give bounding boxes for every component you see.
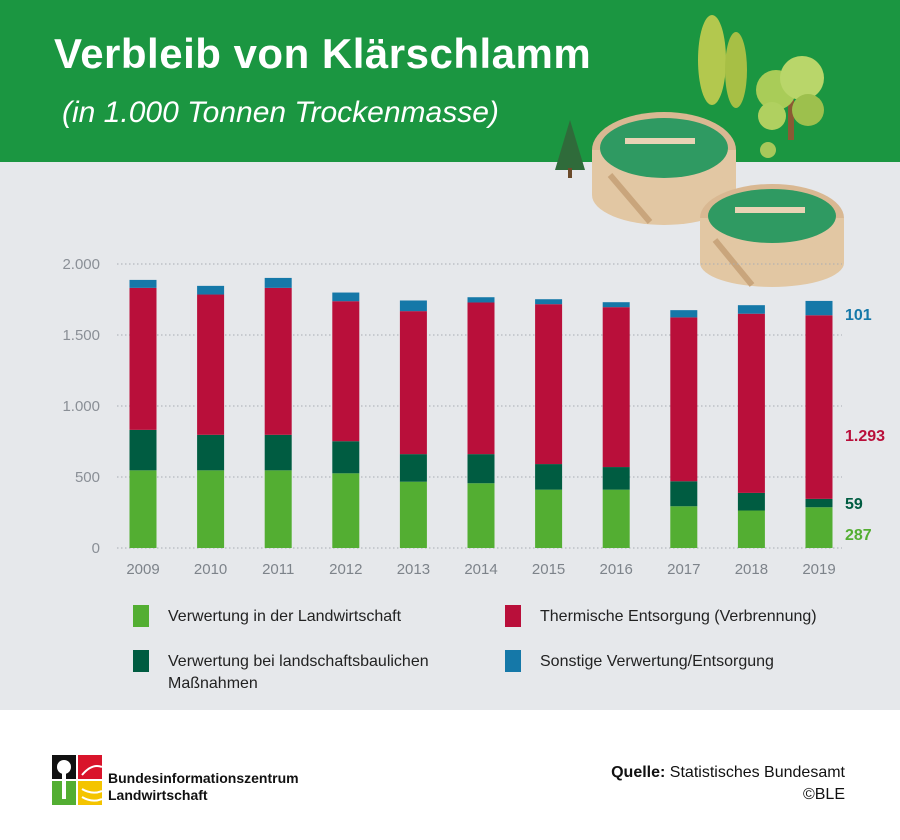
bar-segment-2013-3 — [399, 300, 427, 312]
legend-label-incineration: Thermische Entsorgung (Verbrennung) — [540, 608, 817, 625]
bar-segment-2010-1 — [197, 434, 225, 471]
bar-segment-2019-2 — [805, 315, 833, 499]
bar-segment-2014-1 — [467, 454, 495, 484]
legend-swatch-incineration — [505, 605, 521, 627]
bar-segment-2015-3 — [535, 299, 563, 305]
bar-segment-2009-0 — [129, 470, 157, 548]
bar-segment-2019-3 — [805, 300, 833, 316]
source-label: Quelle: — [611, 764, 666, 781]
bar-segment-2015-1 — [535, 464, 563, 490]
bar-segment-2016-2 — [602, 307, 630, 468]
x-tick-label: 2012 — [329, 561, 362, 578]
y-tick-label: 1.500 — [62, 327, 100, 344]
y-tick-label: 1.000 — [62, 398, 100, 415]
x-tick-label: 2019 — [802, 561, 835, 578]
x-tick-label: 2011 — [262, 561, 294, 578]
bar-segment-2016-3 — [602, 302, 630, 308]
bar-segment-2009-3 — [129, 279, 157, 288]
source-value: Statistisches Bundesamt — [669, 764, 845, 781]
header-banner: Verbleib von Klärschlamm (in 1.000 Tonne… — [0, 0, 900, 162]
bar-segment-2011-0 — [264, 470, 292, 548]
x-tick-label: 2018 — [735, 561, 768, 578]
copyright: ©BLE — [802, 786, 845, 803]
bar-segment-2012-3 — [332, 292, 360, 302]
bar-segment-2013-1 — [399, 454, 427, 482]
label-agriculture-2019: 287 — [845, 527, 872, 544]
bar-segment-2017-1 — [670, 481, 698, 507]
org-line-1: Bundesinformationszentrum — [108, 770, 299, 786]
bar-segment-2009-2 — [129, 287, 157, 430]
bar-segment-2018-1 — [737, 492, 765, 511]
bar-segment-2016-0 — [602, 489, 630, 548]
bar-segment-2012-2 — [332, 301, 360, 442]
page-subtitle: (in 1.000 Tonnen Trockenmasse) — [62, 96, 499, 129]
x-tick-label: 2014 — [464, 561, 497, 578]
bar-segment-2014-2 — [467, 302, 495, 455]
x-tick-label: 2009 — [126, 561, 159, 578]
bar-segment-2016-1 — [602, 467, 630, 490]
x-tick-label: 2010 — [194, 561, 227, 578]
x-tick-label: 2015 — [532, 561, 565, 578]
legend-label-agriculture: Verwertung in der Landwirtschaft — [168, 608, 402, 625]
bar-segment-2018-2 — [737, 313, 765, 493]
bar-segment-2015-2 — [535, 304, 563, 465]
organization-name: Bundesinformationszentrum Landwirtschaft — [108, 770, 299, 804]
ble-logo — [52, 755, 102, 805]
bar-segment-2014-3 — [467, 297, 495, 303]
bar-segment-2011-1 — [264, 434, 292, 471]
legend-label-other: Sonstige Verwertung/Entsorgung — [540, 653, 774, 670]
bar-segment-2015-0 — [535, 489, 563, 548]
legend-swatch-other — [505, 650, 521, 672]
label-landscaping-2019: 59 — [845, 496, 863, 513]
bar-segment-2013-0 — [399, 481, 427, 548]
x-tick-label: 2017 — [667, 561, 700, 578]
x-tick-label: 2013 — [397, 561, 430, 578]
bar-segment-2010-0 — [197, 470, 225, 548]
bar-segment-2012-1 — [332, 441, 360, 474]
bar-segment-2017-0 — [670, 506, 698, 548]
bar-segment-2013-2 — [399, 311, 427, 455]
legend-label-landscaping: Verwertung bei landschaftsbaulichen Maßn… — [168, 653, 429, 692]
bar-segment-2019-0 — [805, 507, 833, 548]
source-note: Quelle: Statistisches Bundesamt ©BLE — [611, 762, 845, 806]
sewage-plant-illustration — [555, 15, 844, 287]
bar-segment-2017-3 — [670, 310, 698, 318]
bar-segment-2011-3 — [264, 277, 292, 288]
bar-segment-2018-0 — [737, 510, 765, 548]
page-title: Verbleib von Klärschlamm — [54, 30, 592, 77]
bar-segment-2017-2 — [670, 317, 698, 482]
y-tick-label: 2.000 — [62, 256, 100, 273]
bar-segment-2010-3 — [197, 285, 225, 295]
bar-segment-2011-2 — [264, 287, 292, 435]
label-incineration-2019: 1.293 — [845, 428, 885, 445]
y-tick-label: 0 — [92, 540, 100, 557]
legend-swatch-agriculture — [133, 605, 149, 627]
org-line-2: Landwirtschaft — [108, 787, 208, 803]
bar-segment-2012-0 — [332, 473, 360, 548]
legend-swatch-landscaping — [133, 650, 149, 672]
bar-segment-2019-1 — [805, 498, 833, 508]
y-tick-label: 500 — [75, 469, 100, 486]
stacked-bar-chart: 0 500 1.000 1.500 2.000 2009 2010 2011 2012 2013 2… — [62, 256, 885, 578]
bar-segment-2018-3 — [737, 305, 765, 314]
bar-segment-2014-0 — [467, 483, 495, 548]
bar-segment-2010-2 — [197, 294, 225, 435]
label-other-2019: 101 — [845, 307, 872, 324]
x-tick-label: 2016 — [600, 561, 633, 578]
bar-segment-2009-1 — [129, 429, 157, 471]
